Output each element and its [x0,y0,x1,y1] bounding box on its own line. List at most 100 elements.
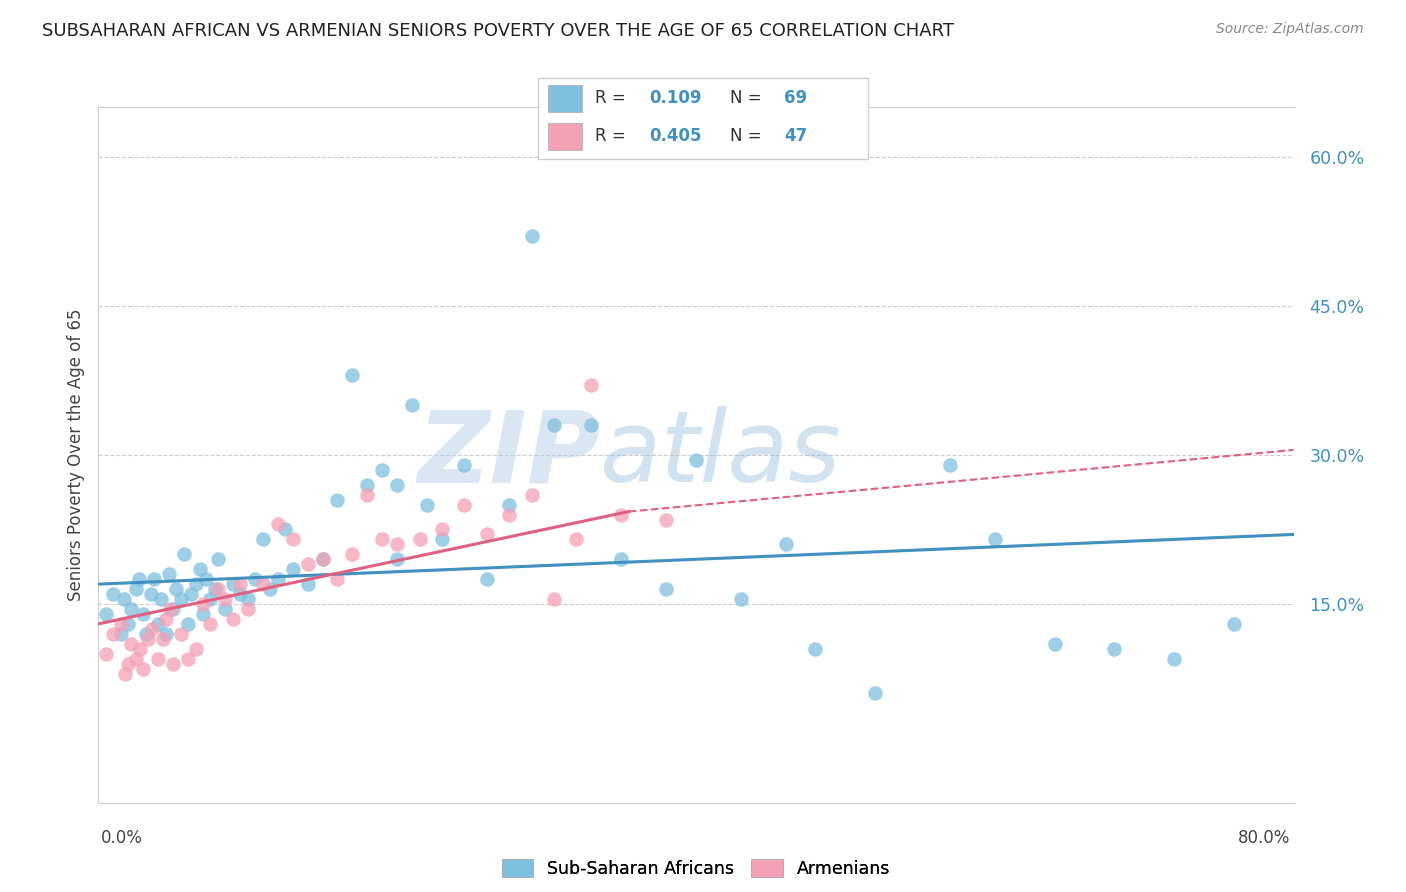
FancyBboxPatch shape [537,78,869,159]
Point [385,477,409,491]
Point [180,587,202,601]
Point [117,657,139,671]
Point [252,577,274,591]
Text: 0.0%: 0.0% [101,830,143,847]
Point [565,533,588,547]
Point [259,582,281,596]
Point [730,592,752,607]
Point [148,651,170,665]
Point [236,592,259,607]
Point [543,592,565,607]
Point [207,582,229,596]
Point [430,523,453,537]
Point [371,533,394,547]
Point [194,572,218,586]
Point [142,572,165,586]
Point [103,587,125,601]
Point [453,458,475,472]
Point [297,558,319,572]
Point [162,657,184,671]
Point [169,627,191,641]
Point [184,641,207,656]
Point [214,602,236,616]
Point [475,527,498,541]
Point [1163,651,1185,665]
Point [214,592,236,607]
Point [222,612,245,626]
Point [204,582,226,596]
Text: 69: 69 [785,89,807,107]
Point [191,607,214,621]
Point [103,627,125,641]
Point [136,632,159,646]
Point [117,616,139,631]
Point [207,552,229,566]
Point [1043,637,1066,651]
Point [222,577,245,591]
Point [311,552,333,566]
Point [342,547,364,561]
Point [245,572,267,586]
Text: 0.109: 0.109 [650,89,702,107]
Point [128,572,150,586]
Point [125,651,148,665]
Point [610,552,633,566]
Point [498,508,520,522]
Point [152,632,174,646]
Point [191,597,214,611]
Point [165,582,187,596]
Y-axis label: Seniors Poverty Over the Age of 65: Seniors Poverty Over the Age of 65 [66,309,84,601]
Point [311,552,333,566]
Text: R =: R = [595,128,631,145]
Point [775,537,797,551]
Point [983,533,1005,547]
Point [267,517,290,532]
Text: SUBSAHARAN AFRICAN VS ARMENIAN SENIORS POVERTY OVER THE AGE OF 65 CORRELATION CH: SUBSAHARAN AFRICAN VS ARMENIAN SENIORS P… [42,22,955,40]
Point [155,612,177,626]
Text: N =: N = [730,128,766,145]
Point [655,512,678,526]
Point [159,602,181,616]
Point [685,453,707,467]
Point [132,607,155,621]
Point [155,627,177,641]
Text: 80.0%: 80.0% [1239,830,1291,847]
Point [129,641,152,656]
Point [150,592,173,607]
Point [281,533,304,547]
Point [139,587,162,601]
Point [520,229,543,244]
Point [453,498,475,512]
Point [610,508,633,522]
Point [385,552,409,566]
Point [177,616,200,631]
Point [200,616,222,631]
Text: R =: R = [595,89,631,107]
Point [356,488,378,502]
Point [120,637,142,651]
Bar [548,123,582,151]
Point [162,602,184,616]
Point [581,418,603,433]
Point [939,458,962,472]
Point [475,572,498,586]
Point [1104,641,1126,656]
Point [169,592,191,607]
Point [371,463,394,477]
Point [236,602,259,616]
Point [342,368,364,383]
Point [173,547,195,561]
Point [804,641,827,656]
Point [385,537,409,551]
Point [94,647,117,661]
Point [94,607,117,621]
Point [274,523,297,537]
Point [297,577,319,591]
Text: Source: ZipAtlas.com: Source: ZipAtlas.com [1216,22,1364,37]
Point [148,616,170,631]
Point [110,616,132,631]
Point [498,498,520,512]
Point [408,533,430,547]
Point [135,627,157,641]
Point [114,666,136,681]
